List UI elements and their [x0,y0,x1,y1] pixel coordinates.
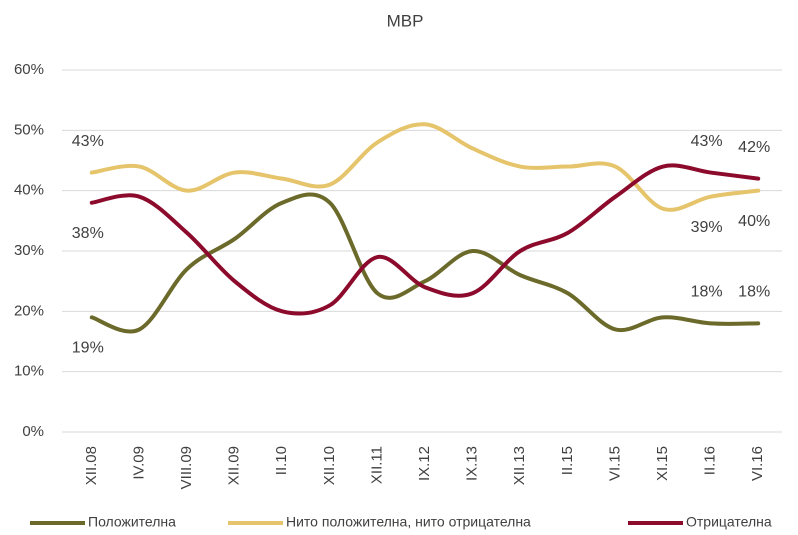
data-label: 38% [72,225,104,242]
x-tick-label: VI.15 [606,446,623,481]
data-label: 43% [72,133,104,150]
series-line [89,163,761,316]
y-tick-label: 30% [14,242,44,259]
y-tick-label: 60% [14,61,44,78]
x-tick-label: IX.12 [416,446,433,481]
data-label: 18% [738,284,770,301]
x-tick-label: XII.10 [321,446,338,485]
y-tick-label: 50% [14,121,44,138]
data-label: 42% [738,139,770,156]
data-label: 19% [72,340,104,357]
y-tick-label: 0% [22,423,44,440]
y-tick-label: 20% [14,302,44,319]
x-tick-label: II.10 [273,446,290,475]
data-label: 40% [738,213,770,230]
x-tick-label: IV.09 [130,446,147,480]
x-tick-label: XI.15 [654,446,671,481]
legend-label: Отрицателна [686,514,772,530]
x-tick-label: XII.13 [511,446,528,485]
chart-title: МВР [387,11,424,30]
legend-label: Нито положителна, нито отрицателна [286,514,531,530]
series-line [89,122,761,212]
legend-label: Положителна [88,514,176,530]
x-tick-label: XII.08 [83,446,100,485]
x-tick-label: XII.09 [226,446,243,485]
x-tick-label: IX.13 [464,446,481,481]
data-label: 43% [691,133,723,150]
x-tick-label: VIII.09 [178,446,195,489]
x-tick-label: XII.11 [368,446,385,484]
y-tick-label: 10% [14,363,44,380]
data-label: 18% [691,284,723,301]
x-tick-label: II.16 [702,446,719,475]
y-tick-label: 40% [14,182,44,199]
x-tick-label: VI.16 [749,446,766,481]
data-label: 39% [691,219,723,236]
x-tick-label: II.15 [559,446,576,475]
